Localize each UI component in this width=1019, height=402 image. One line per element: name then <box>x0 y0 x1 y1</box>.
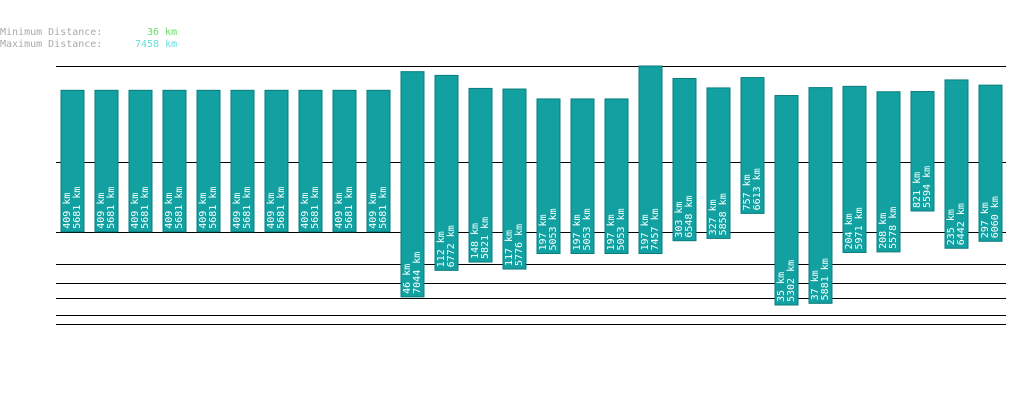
max-label: 5858 km <box>718 193 729 235</box>
bar <box>672 77 697 242</box>
bar <box>230 89 255 233</box>
min-label: 37 km <box>810 270 821 300</box>
min-label: 197 km <box>606 214 617 250</box>
min-label: 197 km <box>572 214 583 250</box>
min-label: 197 km <box>640 214 651 250</box>
max-label: 5881 km <box>820 258 831 300</box>
min-label: 409 km <box>62 193 73 229</box>
min-label: 821 km <box>912 172 923 208</box>
min-label: 204 km <box>844 213 855 249</box>
max-label: 5681 km <box>378 187 389 229</box>
bar <box>298 89 323 233</box>
min-label: 409 km <box>334 193 345 229</box>
max-label: 5053 km <box>616 208 627 250</box>
max-label: 5681 km <box>310 187 321 229</box>
min-label: 303 km <box>674 202 685 238</box>
bar <box>842 85 867 253</box>
min-label: 208 km <box>878 213 889 249</box>
max-value: 7458 km <box>135 39 177 50</box>
max-label: 6442 km <box>956 203 967 245</box>
bar <box>434 74 459 271</box>
bar <box>264 89 289 233</box>
min-label: 409 km <box>232 193 243 229</box>
bar <box>332 89 357 233</box>
bar <box>400 71 425 298</box>
bar <box>162 89 187 233</box>
min-label: 197 km <box>538 214 549 250</box>
max-label: 5681 km <box>106 187 117 229</box>
bar <box>944 79 969 249</box>
max-label: 6548 km <box>684 196 695 238</box>
max-label: 5681 km <box>72 187 83 229</box>
max-label: 5681 km <box>276 187 287 229</box>
min-label: 117 km <box>504 230 515 266</box>
bar <box>808 87 833 304</box>
max-label: 5578 km <box>888 207 899 249</box>
max-label: 7044 km <box>412 252 423 294</box>
max-label: 5681 km <box>174 187 185 229</box>
max-label: 5681 km <box>208 187 219 229</box>
max-label: 5594 km <box>922 166 933 208</box>
bar <box>774 95 799 306</box>
min-label: 327 km <box>708 199 719 235</box>
bar <box>536 98 561 255</box>
min-label: 235 km <box>946 209 957 245</box>
min-label: 35 km <box>776 272 787 302</box>
min-label: 409 km <box>130 193 141 229</box>
min-label: 148 km <box>470 223 481 259</box>
bar <box>366 89 391 233</box>
min-value: 36 km <box>147 27 177 38</box>
bar <box>978 84 1003 242</box>
min-label: 757 km <box>742 174 753 210</box>
max-label: 5821 km <box>480 217 491 259</box>
min-label: 297 km <box>980 202 991 238</box>
min-label: 409 km <box>198 193 209 229</box>
max-label: 5302 km <box>786 260 797 302</box>
bar <box>876 91 901 253</box>
min-label: 409 km <box>368 193 379 229</box>
bar <box>94 89 119 233</box>
max-caption: Maximum Distance: <box>0 39 102 50</box>
max-label: 7457 km <box>650 208 661 250</box>
max-label: 5681 km <box>242 187 253 229</box>
bar <box>60 89 85 233</box>
min-caption: Minimum Distance: <box>0 27 102 38</box>
min-label: 46 km <box>402 264 413 294</box>
bar <box>740 77 765 214</box>
min-label: 409 km <box>164 193 175 229</box>
bar <box>128 89 153 233</box>
bar <box>196 89 221 233</box>
min-label: 409 km <box>96 193 107 229</box>
bar <box>468 87 493 263</box>
max-label: 6772 km <box>446 225 457 267</box>
max-label: 5971 km <box>854 207 865 249</box>
max-label: 5053 km <box>582 208 593 250</box>
min-label: 112 km <box>436 231 447 267</box>
max-label: 5053 km <box>548 208 559 250</box>
bar <box>502 88 527 270</box>
bar <box>570 98 595 255</box>
max-label: 5681 km <box>344 187 355 229</box>
max-label: 5681 km <box>140 187 151 229</box>
max-label: 6613 km <box>752 168 763 210</box>
max-label: 6060 km <box>990 196 1001 238</box>
bar <box>638 65 663 255</box>
min-label: 409 km <box>266 193 277 229</box>
bar <box>604 98 629 255</box>
bar <box>910 91 935 212</box>
bar <box>706 87 731 239</box>
min-label: 409 km <box>300 193 311 229</box>
max-label: 5776 km <box>514 224 525 266</box>
